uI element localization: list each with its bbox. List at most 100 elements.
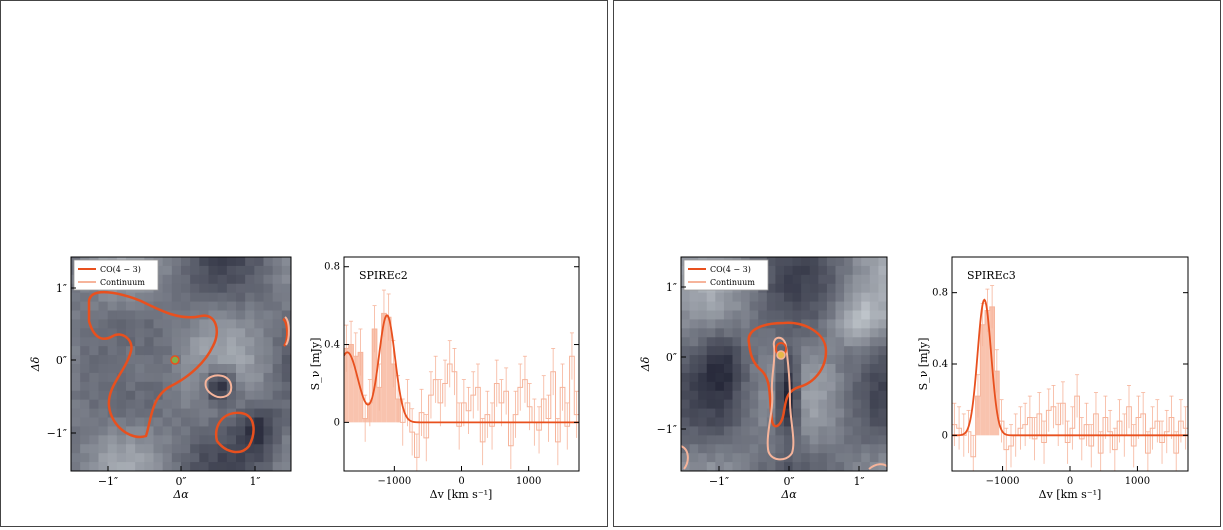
spectrum-filled-bin (353, 356, 359, 423)
map-pixel (190, 426, 200, 436)
map-pixel (749, 372, 759, 383)
map-pixel (844, 364, 854, 374)
map-pixel (272, 372, 283, 383)
map-pixel (723, 346, 734, 356)
map-pixel (80, 319, 90, 329)
map-pixel (272, 292, 283, 303)
map-pixel (254, 274, 265, 285)
map-pixel (126, 381, 136, 392)
map-pixel (153, 426, 164, 436)
map-pixel (199, 257, 210, 267)
map-pixel (861, 462, 871, 471)
map-pixel (144, 462, 155, 471)
map-pixel (208, 381, 219, 392)
map-pixel (723, 319, 734, 329)
map-pixel (792, 346, 802, 356)
map-pixel (80, 355, 90, 365)
map-pixel (144, 292, 155, 303)
map-pixel (706, 372, 716, 383)
map-pixel (245, 292, 255, 303)
map-pixel (208, 328, 219, 338)
map-pixel (181, 283, 191, 294)
legend-co: CO(4 − 3) (100, 265, 141, 274)
map-pixel (171, 319, 182, 329)
map-pixel (144, 355, 155, 365)
map-pixel (107, 355, 118, 365)
map-pixel (809, 444, 819, 454)
map-pixel (171, 372, 182, 383)
map-pixel (190, 390, 200, 401)
map-pixel (272, 364, 283, 374)
map-pixel (98, 328, 109, 338)
map-pixel (272, 274, 283, 285)
map-pixel (162, 265, 173, 276)
map-pixel (792, 301, 802, 312)
map-pixel (723, 301, 734, 312)
map-pixel (775, 301, 785, 312)
map-pixel (254, 399, 265, 410)
map-pixel (878, 462, 887, 471)
map-ytick: 1″ (56, 282, 67, 295)
map-pixel (715, 328, 725, 338)
map-pixel (732, 310, 742, 321)
map-pixel (80, 381, 90, 392)
map-pixel (835, 390, 845, 401)
map-pixel (681, 372, 691, 383)
map-pixel (272, 257, 283, 267)
map-pixel (715, 337, 725, 347)
map-pixel (732, 319, 742, 329)
map-pixel (835, 346, 845, 356)
map-pixel (272, 337, 283, 347)
map-pixel (89, 301, 100, 312)
map-pixel (153, 462, 164, 471)
map-pixel (869, 319, 880, 329)
map-pixel (844, 337, 854, 347)
map-pixel (835, 310, 845, 321)
map-pixel (706, 426, 716, 436)
map-pixel (715, 453, 725, 463)
map-pixel (144, 453, 155, 463)
map-pixel (698, 372, 708, 383)
map-pixel (689, 364, 699, 374)
map-pixel (226, 283, 237, 294)
map-pixel (126, 355, 136, 365)
map-pixel (689, 417, 699, 428)
map-pixel (171, 399, 182, 410)
map-pixel (226, 364, 237, 374)
map-pixel (766, 274, 777, 285)
map-pixel (732, 444, 742, 454)
map-pixel (809, 346, 819, 356)
map-pixel (706, 292, 716, 303)
map-pixel (741, 444, 751, 454)
map-pixel (272, 399, 283, 410)
map-pixel (758, 462, 768, 471)
map-pixel (254, 462, 265, 471)
map-pixel (766, 328, 777, 338)
map-pixel (698, 399, 708, 410)
map-pixel (272, 417, 283, 428)
map-pixel (792, 435, 802, 445)
map-pixel (281, 292, 291, 303)
map-pixel (775, 292, 785, 303)
map-pixel (254, 453, 265, 463)
map-pixel (809, 435, 819, 445)
map-pixel (878, 444, 887, 454)
map-pixel (826, 346, 837, 356)
map-pixel (89, 417, 100, 428)
map-pixel (852, 265, 862, 276)
map-pixel (254, 372, 265, 383)
map-pixel (116, 310, 127, 321)
map-pixel (263, 328, 274, 338)
map-pixel (869, 444, 880, 454)
map-pixel (809, 310, 819, 321)
map-pixel (749, 390, 759, 401)
map-pixel (852, 390, 862, 401)
map-pixel (80, 364, 90, 374)
map-pixel (181, 435, 191, 445)
map-pixel (826, 372, 837, 383)
map-pixel (281, 435, 291, 445)
map-pixel (107, 462, 118, 471)
map-pixel (272, 283, 283, 294)
map-pixel (107, 364, 118, 374)
map-pixel (236, 462, 246, 471)
